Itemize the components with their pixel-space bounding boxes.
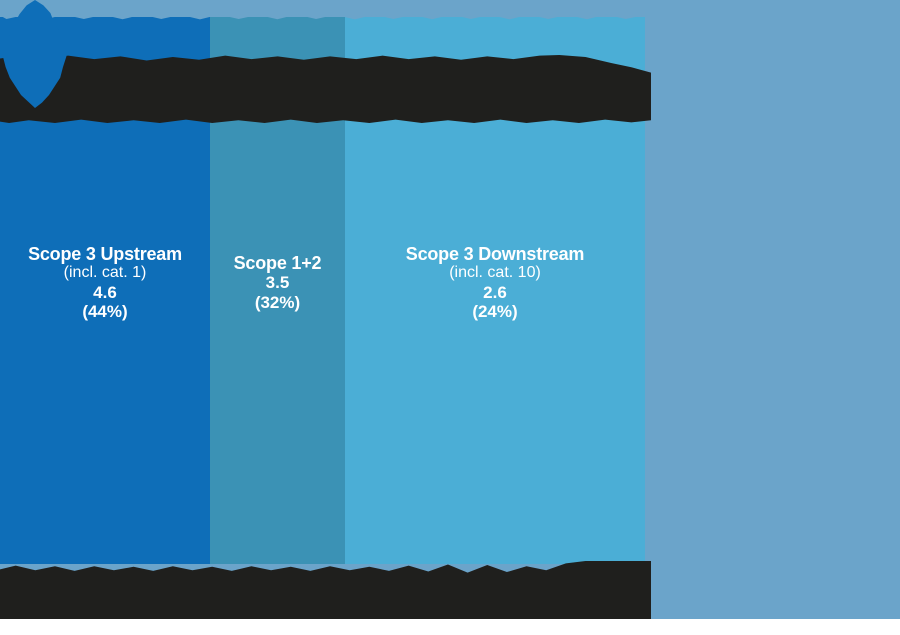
segment-label-group-1: Scope 3 Upstream (incl. cat. 1) 4.6 (44%… xyxy=(28,244,182,321)
segment-percent-1: (44%) xyxy=(82,301,128,321)
segment-name-2: Scope 1+2 xyxy=(233,253,322,274)
segment-percent-3: (24%) xyxy=(472,301,518,321)
segment-percent-2: (32%) xyxy=(254,292,301,312)
caption-redaction-bar xyxy=(0,561,651,619)
segment-value-2: 3.5 xyxy=(265,273,290,293)
segment-label-group-3: Scope 3 Downstream (incl. cat. 10) 2.6 (… xyxy=(405,244,585,321)
segment-name-1: Scope 3 Upstream xyxy=(28,244,182,265)
segment-label-group-2: Scope 1+2 3.5 (32%) xyxy=(234,253,322,312)
segment-name-3: Scope 3 Downstream xyxy=(405,244,585,265)
segment-sublabel-3: (incl. cat. 10) xyxy=(449,264,541,282)
segment-value-3: 2.6 xyxy=(483,282,507,302)
segment-sublabel-1: (incl. cat. 1) xyxy=(63,264,147,282)
segment-value-1: 4.6 xyxy=(93,282,117,302)
bar-top-edge xyxy=(0,12,645,20)
title-redaction-bar xyxy=(0,55,651,123)
chart-background-panel xyxy=(645,0,900,635)
page-bottom-margin xyxy=(0,619,900,635)
